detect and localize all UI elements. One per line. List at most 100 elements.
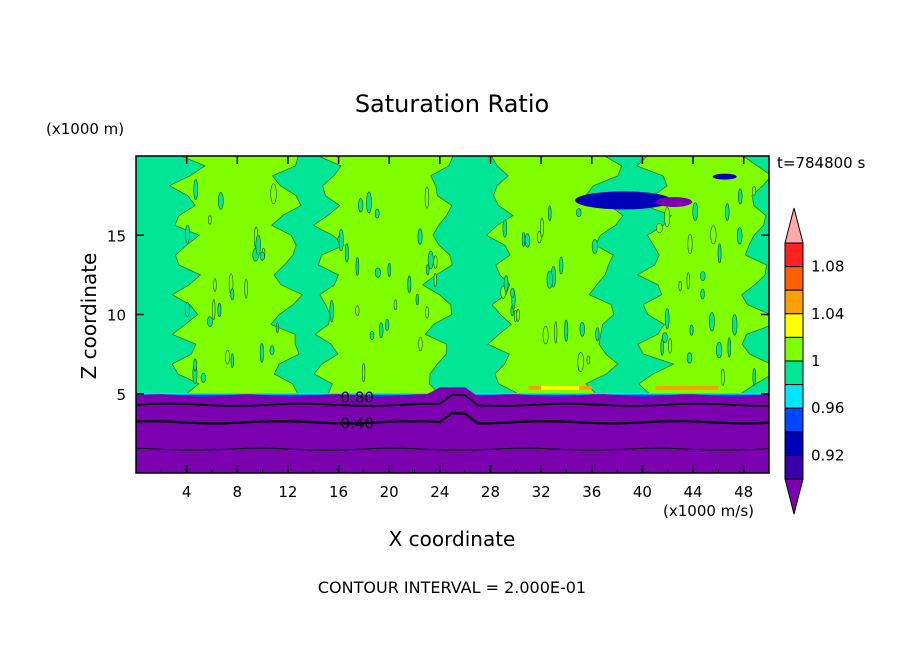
cloud-cell xyxy=(378,322,384,339)
cloud-cell xyxy=(524,233,531,248)
cloud-cell xyxy=(230,353,234,368)
cloud-cell xyxy=(433,255,438,269)
cloud-cell xyxy=(329,299,334,323)
y-tick-label: 10 xyxy=(107,307,126,325)
cloud-cell xyxy=(425,306,430,319)
colorbar-level xyxy=(784,336,804,362)
contour-label-0.40: 0.40 xyxy=(341,414,374,432)
x-tick-label: 24 xyxy=(430,483,449,501)
cloud-cell xyxy=(244,278,248,299)
cloud-cell xyxy=(355,257,360,276)
cloud-cell xyxy=(417,228,423,245)
cloud-cell xyxy=(338,229,344,252)
cloud-cell xyxy=(661,332,668,343)
cloud-cell xyxy=(407,275,412,293)
cloud-cell xyxy=(752,368,756,386)
cloud-cell xyxy=(542,325,549,345)
cloud-cell xyxy=(595,327,600,342)
contour-lines xyxy=(136,393,769,451)
x-tick-label: 12 xyxy=(278,483,297,501)
cloud-cell xyxy=(426,264,430,276)
cloud-cell xyxy=(559,256,564,275)
colorbar-tick-label: 1 xyxy=(811,352,821,370)
colorbar: 0.92 0.96 1 1.04 1.08 xyxy=(784,207,844,515)
cloud-cell xyxy=(692,202,699,221)
y-axis-label: Z coordinate xyxy=(77,253,101,380)
cloud-cell xyxy=(193,358,197,372)
cloud-cell xyxy=(230,288,235,301)
ice-patch-small xyxy=(712,173,737,180)
colorbar-level xyxy=(784,431,804,456)
cloud-cell xyxy=(208,215,212,225)
cloud-cell xyxy=(731,314,738,336)
cloud-cell xyxy=(207,316,213,327)
x-tick-label: 28 xyxy=(481,483,500,501)
cloud-cell xyxy=(374,208,380,219)
ice-patch-core xyxy=(656,196,693,207)
cloud-cell xyxy=(664,207,671,228)
cloud-cell xyxy=(678,280,682,292)
cloud-cell xyxy=(384,318,390,331)
cloud-cell xyxy=(700,271,706,281)
cloud-cell xyxy=(554,321,558,344)
cloud-cell xyxy=(200,372,206,383)
cloud-cell xyxy=(687,234,693,255)
cloud-cell xyxy=(577,352,584,372)
colorbar-level xyxy=(784,242,804,268)
colorbar-level xyxy=(784,384,804,409)
x-unit-label: (x1000 m/s) xyxy=(663,502,754,520)
cloud-cell xyxy=(736,227,743,245)
contour-line xyxy=(136,411,769,425)
supersaturated-strip xyxy=(655,385,719,390)
cloud-cell xyxy=(503,275,509,292)
cloud-cell xyxy=(193,179,199,200)
colorbar-tick-label: 0.92 xyxy=(811,446,844,464)
colorbar-tick-label: 0.96 xyxy=(811,399,844,417)
ice-patch xyxy=(575,191,672,210)
cloud-cell xyxy=(686,272,690,290)
cloud-cell xyxy=(418,336,423,352)
cloud-cell xyxy=(361,363,366,383)
colorbar-level xyxy=(784,289,804,315)
cloud-cell xyxy=(717,243,722,264)
cloud-cell xyxy=(259,343,264,363)
cloud-cell xyxy=(689,324,694,336)
x-axis-label: X coordinate xyxy=(389,527,516,551)
cloud-cell xyxy=(502,219,508,238)
cloud-cell xyxy=(213,278,217,292)
x-tick-label: 44 xyxy=(683,483,702,501)
contour-interval-label: CONTOUR INTERVAL = 2.000E-01 xyxy=(318,578,586,597)
saturation-field xyxy=(136,156,769,473)
colorbar-level xyxy=(784,266,804,291)
cloud-cell xyxy=(576,208,582,218)
cloud-cell xyxy=(369,330,375,340)
x-tick-label: 4 xyxy=(182,483,192,501)
cloud-cell xyxy=(358,198,364,213)
dry-lower-layer xyxy=(136,387,769,473)
time-label: t=784800 s xyxy=(777,154,865,172)
colorbar-level xyxy=(784,313,804,338)
cloud-cell xyxy=(737,188,743,205)
cloud-cell xyxy=(225,349,230,365)
cloud-cell xyxy=(540,217,544,238)
cloud-cell xyxy=(752,186,756,196)
cloud-cell xyxy=(700,288,705,300)
cloud-cell xyxy=(433,273,437,288)
cloud-cell xyxy=(355,305,360,317)
cloud-cell xyxy=(255,234,261,256)
moist-column xyxy=(168,156,303,395)
y-tick-label: 5 xyxy=(116,386,126,404)
x-tick-label: 8 xyxy=(233,483,243,501)
colorbar-bottom-arrow xyxy=(784,478,804,515)
cloud-cell xyxy=(668,338,673,354)
colorbar-top-arrow xyxy=(784,207,804,244)
x-tick-label: 36 xyxy=(582,483,601,501)
cloud-cell xyxy=(415,293,420,306)
cloud-cell xyxy=(259,251,265,261)
cloud-cell xyxy=(185,224,190,244)
contour-line xyxy=(136,393,769,407)
moist-column xyxy=(312,156,454,395)
cloud-cell xyxy=(664,308,670,330)
cloud-cell xyxy=(579,321,585,337)
